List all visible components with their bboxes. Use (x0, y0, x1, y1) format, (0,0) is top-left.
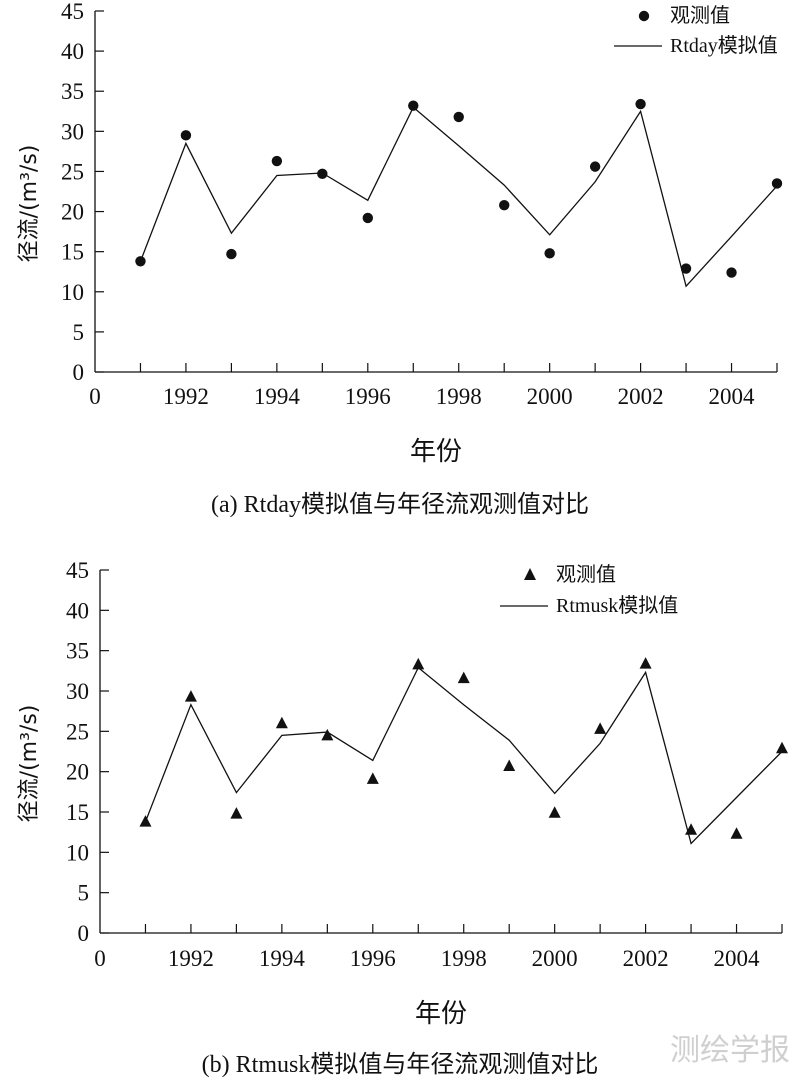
y-tick-label: 25 (61, 159, 84, 184)
observed-point (685, 823, 698, 835)
y-tick-label: 20 (66, 760, 89, 785)
observed-point (321, 728, 334, 741)
legend-observed-label: 观测值 (670, 4, 730, 27)
x-tick-label: 1992 (163, 384, 209, 409)
y-tick-label: 30 (66, 679, 89, 704)
y-tick-label: 40 (61, 39, 84, 64)
x-tick-label: 2000 (532, 946, 578, 971)
legend-observed-marker (524, 568, 536, 580)
x-tick-label: 0 (94, 946, 106, 971)
observed-point (730, 827, 743, 839)
x-tick-label: 2000 (527, 384, 573, 409)
observed-point (639, 657, 652, 669)
observed-point (635, 98, 646, 110)
y-tick-label: 40 (66, 598, 89, 623)
legend-simulated-label: Rtday模拟值 (670, 34, 778, 57)
observed-point (453, 111, 464, 123)
y-tick-label: 35 (66, 639, 89, 664)
observed-point (776, 741, 788, 754)
observed-point (544, 248, 555, 259)
watermark-text: 测绘学报 (670, 1033, 790, 1068)
legend-observed-label: 观测值 (556, 563, 616, 586)
observed-point (771, 178, 783, 189)
y-tick-label: 30 (61, 119, 84, 144)
observed-point (271, 155, 283, 167)
x-tick-label: 1996 (350, 946, 396, 971)
observed-point (548, 806, 561, 818)
x-axis-title: 年份 (410, 437, 462, 467)
observed-point (275, 716, 288, 729)
observed-point (680, 263, 692, 274)
y-tick-label: 10 (66, 840, 89, 865)
y-tick-label: 15 (66, 800, 89, 825)
figure-caption: (b) Rtmusk模拟值与年径流观测值对比 (202, 1051, 599, 1078)
chart-panel-b: 0 5 10 15 20 25 30 35 40 45 0 1992 1994 1996 1998 2000 2… (17, 558, 788, 1078)
chart-panel-a: 0 5 10 15 20 25 30 35 40 45 0 1992 1994 1996 1998 2000 2… (17, 0, 783, 518)
y-axis-title: 径流/(m³/s) (17, 705, 42, 823)
y-tick-label: 10 (61, 280, 84, 305)
x-tick-label: 2004 (709, 384, 756, 409)
observed-point (408, 100, 419, 111)
observed-point (589, 161, 601, 172)
observed-point (184, 690, 197, 702)
observed-point (139, 815, 152, 827)
x-tick-label: 2002 (618, 384, 664, 409)
x-tick-label: 2004 (714, 946, 761, 971)
y-axis-title: 径流/(m³/s) (17, 145, 42, 263)
y-tick-label: 0 (78, 921, 90, 946)
x-tick-label: 1998 (441, 946, 487, 971)
legend-observed-marker (638, 10, 650, 22)
y-tick-label: 15 (61, 240, 84, 265)
observed-point (362, 212, 373, 224)
legend-simulated-label: Rtmusk模拟值 (556, 594, 678, 617)
x-tick-label: 0 (89, 384, 101, 409)
observed-point (457, 671, 470, 684)
y-tick-label: 20 (61, 200, 84, 225)
observed-point (499, 199, 510, 211)
x-tick-label: 2002 (623, 946, 669, 971)
simulated-series-line (144, 666, 783, 845)
observed-point (503, 759, 516, 772)
y-tick-label: 25 (66, 719, 89, 744)
simulated-series-line (139, 106, 778, 288)
y-tick-label: 45 (61, 0, 84, 24)
y-tick-label: 5 (78, 881, 90, 906)
observed-point (594, 722, 607, 734)
observed-point (180, 130, 192, 141)
x-tick-label: 1996 (345, 384, 391, 409)
observed-point (726, 267, 737, 278)
x-tick-label: 1994 (254, 384, 301, 409)
observed-point (317, 168, 328, 180)
x-tick-label: 1992 (168, 946, 214, 971)
y-tick-label: 0 (73, 360, 85, 385)
y-tick-label: 5 (73, 320, 85, 345)
observed-point (226, 248, 237, 260)
y-tick-label: 45 (66, 558, 89, 583)
observed-point (230, 807, 243, 819)
figure-caption: (a) Rtday模拟值与年径流观测值对比 (211, 491, 589, 518)
observed-point (135, 256, 146, 267)
x-tick-label: 1998 (436, 384, 482, 409)
x-axis-title: 年份 (415, 999, 467, 1029)
observed-point (366, 772, 379, 784)
y-tick-label: 35 (61, 79, 84, 104)
observed-point (412, 657, 425, 670)
x-tick-label: 1994 (259, 946, 306, 971)
